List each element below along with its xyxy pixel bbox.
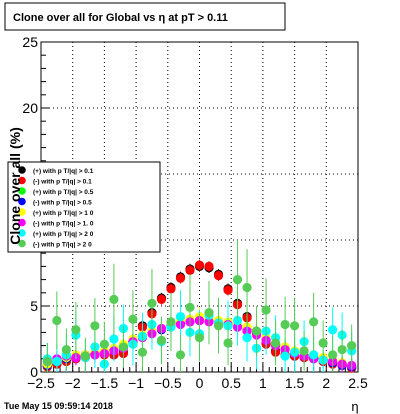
x-tick-label: 0.5: [221, 375, 241, 391]
legend-marker: [18, 229, 26, 237]
data-point: [280, 351, 290, 361]
data-point: [128, 314, 138, 324]
data-point: [194, 333, 205, 343]
legend-label: (+) with p T/|q| > 2 0: [33, 231, 94, 238]
data-point: [185, 302, 195, 312]
legend-label: (-) with p T/|q| > 2 0: [33, 242, 92, 249]
data-point: [156, 294, 167, 304]
legend-marker: [18, 239, 26, 248]
x-tick-label: −1.5: [91, 375, 119, 391]
data-point: [328, 325, 338, 335]
data-point: [261, 305, 271, 315]
data-point: [204, 308, 214, 318]
data-point: [109, 294, 119, 304]
legend-label: (-) with p T/|q| > 0.1: [33, 179, 92, 186]
y-axis-title: Clone over all (%): [7, 127, 23, 244]
x-tick-label: 1.5: [285, 375, 305, 391]
data-point: [80, 351, 90, 361]
data-point: [290, 321, 300, 331]
legend-marker: [18, 176, 26, 185]
legend-label: (+) with p T/|q| > 1 0: [33, 210, 94, 217]
legend-label: (-) with p T/|q| > 0.5: [33, 200, 92, 207]
data-point: [347, 341, 357, 351]
data-point: [175, 350, 186, 360]
data-point: [270, 338, 281, 348]
data-point: [52, 356, 62, 367]
legend-label: (+) with p T/|q| > 0.1: [33, 168, 94, 175]
data-point: [175, 273, 186, 283]
chart-title: Clone over all for Global vs η at pT > 0…: [13, 12, 228, 24]
y-tick-label: 5: [30, 298, 38, 314]
data-point: [299, 346, 309, 356]
x-axis-title: η: [351, 399, 358, 414]
data-point: [90, 321, 100, 331]
data-point: [242, 333, 252, 343]
data-point: [118, 342, 129, 352]
data-point: [242, 282, 252, 293]
data-point: [156, 335, 167, 345]
data-point: [147, 298, 157, 308]
series-7: [42, 240, 357, 372]
x-tick-labels: −2.5 −2 −1.5 −1 −0.5 0 0.5 1 1.5 2 2.5: [27, 375, 368, 391]
data-point: [223, 285, 233, 295]
x-tick-label: 2.5: [348, 375, 368, 391]
data-point: [42, 356, 52, 367]
y-tick-label: 20: [22, 100, 38, 116]
data-point: [232, 275, 243, 285]
legend: (+) with p T/|q| > 0.1 (-) with p T/|q| >…: [7, 161, 161, 253]
data-point: [213, 321, 224, 331]
x-tick-label: 2: [322, 375, 330, 391]
y-tick-label: 0: [30, 364, 38, 380]
data-point: [61, 344, 71, 355]
data-point: [204, 261, 214, 271]
title-box: Clone over all for Global vs η at pT > 0…: [4, 2, 286, 31]
data-point: [251, 326, 262, 336]
y-tick-label: 25: [22, 34, 38, 50]
data-point: [71, 325, 81, 335]
legend-marker: [18, 208, 26, 216]
data-point: [337, 344, 347, 355]
data-point: [223, 338, 233, 348]
legend-frame: [7, 161, 161, 253]
x-tick-label: −1: [128, 375, 144, 391]
data-point: [328, 350, 338, 360]
timestamp: Tue May 15 09:59:14 2018: [4, 401, 113, 411]
data-point: [318, 338, 328, 348]
data-point: [99, 339, 109, 349]
x-tick-label: −0.5: [154, 375, 182, 391]
x-tick-label: 1: [259, 375, 267, 391]
x-tick-label: −2: [65, 375, 81, 391]
legend-label: (-) with p T/|q| > 1. 0: [33, 221, 94, 228]
data-point: [109, 334, 119, 344]
legend-label: (+) with p T/|q| > 0.5: [33, 189, 94, 196]
data-point: [52, 315, 62, 326]
legend-marker: [18, 187, 26, 195]
x-tick-label: 0: [196, 375, 204, 391]
data-point: [280, 319, 290, 330]
data-point: [213, 271, 224, 281]
data-point: [185, 265, 195, 275]
legend-marker: [18, 197, 26, 206]
title-frame: [4, 2, 286, 31]
x-tick-label: −2.5: [27, 375, 55, 391]
data-point: [166, 284, 176, 294]
legend-marker: [18, 166, 26, 174]
data-point: [309, 350, 319, 360]
legend-marker: [18, 218, 26, 227]
data-point: [232, 315, 243, 326]
data-point: [166, 317, 176, 327]
data-point: [194, 260, 205, 270]
data-marks: [42, 240, 357, 373]
data-point: [309, 317, 319, 327]
data-point: [137, 347, 148, 357]
data-point: [175, 311, 186, 322]
